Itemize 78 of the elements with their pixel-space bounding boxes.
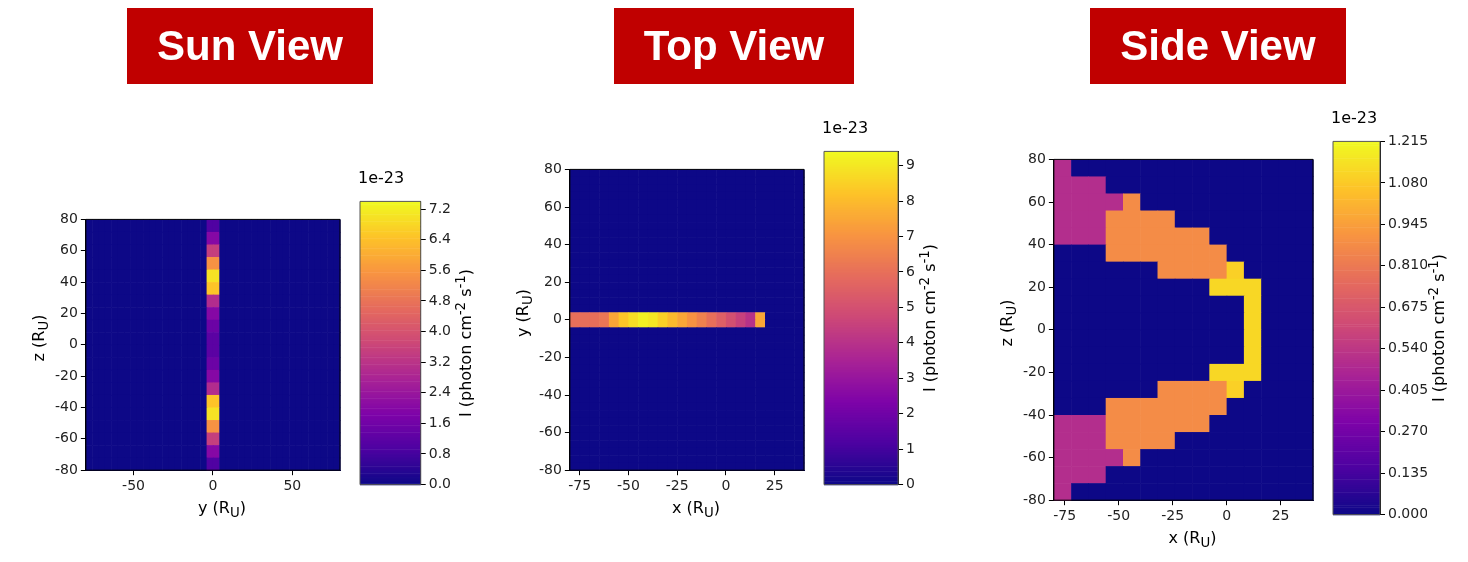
x-tick-label: 0 [1222, 507, 1232, 524]
y-tick-label: 0 [68, 335, 78, 352]
y-tick-label: 20 [60, 304, 78, 321]
y-tick-label: 40 [1028, 235, 1046, 252]
y-tick-label: -60 [1022, 448, 1046, 465]
color-bar-label: 0.000 [1388, 505, 1429, 522]
x-tick-label: -50 [616, 477, 640, 494]
y-tick-label: 80 [1028, 150, 1046, 167]
chart-title: Side View [1090, 8, 1346, 84]
y-tick-label: -20 [54, 366, 78, 383]
color-bar-label: 3.2 [428, 352, 451, 369]
y-tick-label: 20 [544, 272, 562, 289]
y-tick-label: -20 [538, 348, 562, 365]
color-bar-label: 2.4 [428, 383, 452, 400]
y-tick-label: 60 [60, 241, 78, 258]
color-bar-label: 0.945 [1388, 214, 1429, 231]
x-tick-label: 50 [283, 477, 302, 494]
x-tick-label: -50 [1107, 507, 1131, 524]
color-bar-label: 7.2 [428, 199, 451, 216]
x-tick-label: 25 [1271, 507, 1290, 524]
x-tick-label: -25 [665, 477, 689, 494]
x-axis-title: y (R$_{U}$) [197, 498, 247, 521]
y-tick-label: -60 [54, 429, 78, 446]
text: 1e-23 [1331, 108, 1378, 127]
color-bar-label: 2 [906, 404, 916, 421]
color-bar-label: 0.270 [1388, 422, 1429, 439]
color-bar-label: 1.080 [1388, 173, 1429, 190]
y-tick-label: 80 [544, 160, 562, 177]
x-tick-label: -75 [568, 477, 592, 494]
x-tick-label: -25 [1161, 507, 1185, 524]
y-tick-label: -40 [1022, 405, 1046, 422]
y-tick-label: 0 [552, 310, 562, 327]
text: 1e-23 [822, 118, 869, 137]
y-tick-label: -40 [54, 398, 78, 415]
color-bar-label: 0.675 [1388, 297, 1429, 314]
chart-title: Top View [613, 8, 855, 84]
color-bar-label: 6 [906, 262, 916, 279]
color-bar-label: 7 [906, 227, 916, 244]
color-bar-label: 8 [906, 191, 916, 208]
y-tick-label: 80 [60, 210, 78, 227]
y-tick-label: 20 [1028, 277, 1046, 294]
y-tick-label: -80 [538, 460, 562, 477]
x-tick-label: 0 [721, 477, 731, 494]
color-bar-label: 4 [906, 333, 916, 350]
color-bar-label: 1.6 [428, 414, 452, 431]
color-bar-label: 0.405 [1388, 380, 1429, 397]
x-tick-label: -75 [1053, 507, 1077, 524]
color-bar-label: 6.4 [428, 230, 452, 247]
y-tick-label: 0 [1036, 320, 1046, 337]
x-tick-label: 0 [208, 477, 218, 494]
color-bar-label: 1 [906, 439, 916, 456]
y-tick-label: 60 [1028, 192, 1046, 209]
color-bar-label: 0.540 [1388, 339, 1429, 356]
color-bar-label: 1.215 [1388, 132, 1429, 149]
color-bar-label: 0.0 [428, 475, 451, 492]
y-tick-label: -80 [54, 460, 78, 477]
y-tick-label: 40 [544, 235, 562, 252]
color-bar-label: 4.8 [428, 291, 451, 308]
y-tick-label: -40 [538, 385, 562, 402]
y-tick-label: -80 [1022, 490, 1046, 507]
color-bar-label: 5.6 [428, 260, 452, 277]
color-bar-label: 3 [906, 368, 916, 385]
y-tick-label: 40 [60, 272, 78, 289]
x-tick-label: 25 [765, 477, 784, 494]
color-bar-label: 5 [906, 298, 916, 315]
y-tick-label: -60 [538, 423, 562, 440]
x-tick-label: -50 [122, 477, 145, 494]
color-bar-label: 9 [906, 156, 916, 173]
color-bar-label: 4.0 [428, 322, 451, 339]
color-bar-label: 0.135 [1388, 463, 1429, 480]
x-axis-title: x (R$_{U}$) [1167, 528, 1218, 551]
y-tick-label: -20 [1022, 363, 1046, 380]
text: 1e-23 [358, 168, 405, 187]
x-axis-title: x (R$_{U}$) [671, 498, 721, 521]
color-bar-label: 0.8 [428, 444, 451, 461]
chart-title: Sun View [127, 8, 373, 84]
y-tick-label: 60 [544, 197, 562, 214]
color-bar-label: 0.810 [1388, 256, 1429, 273]
